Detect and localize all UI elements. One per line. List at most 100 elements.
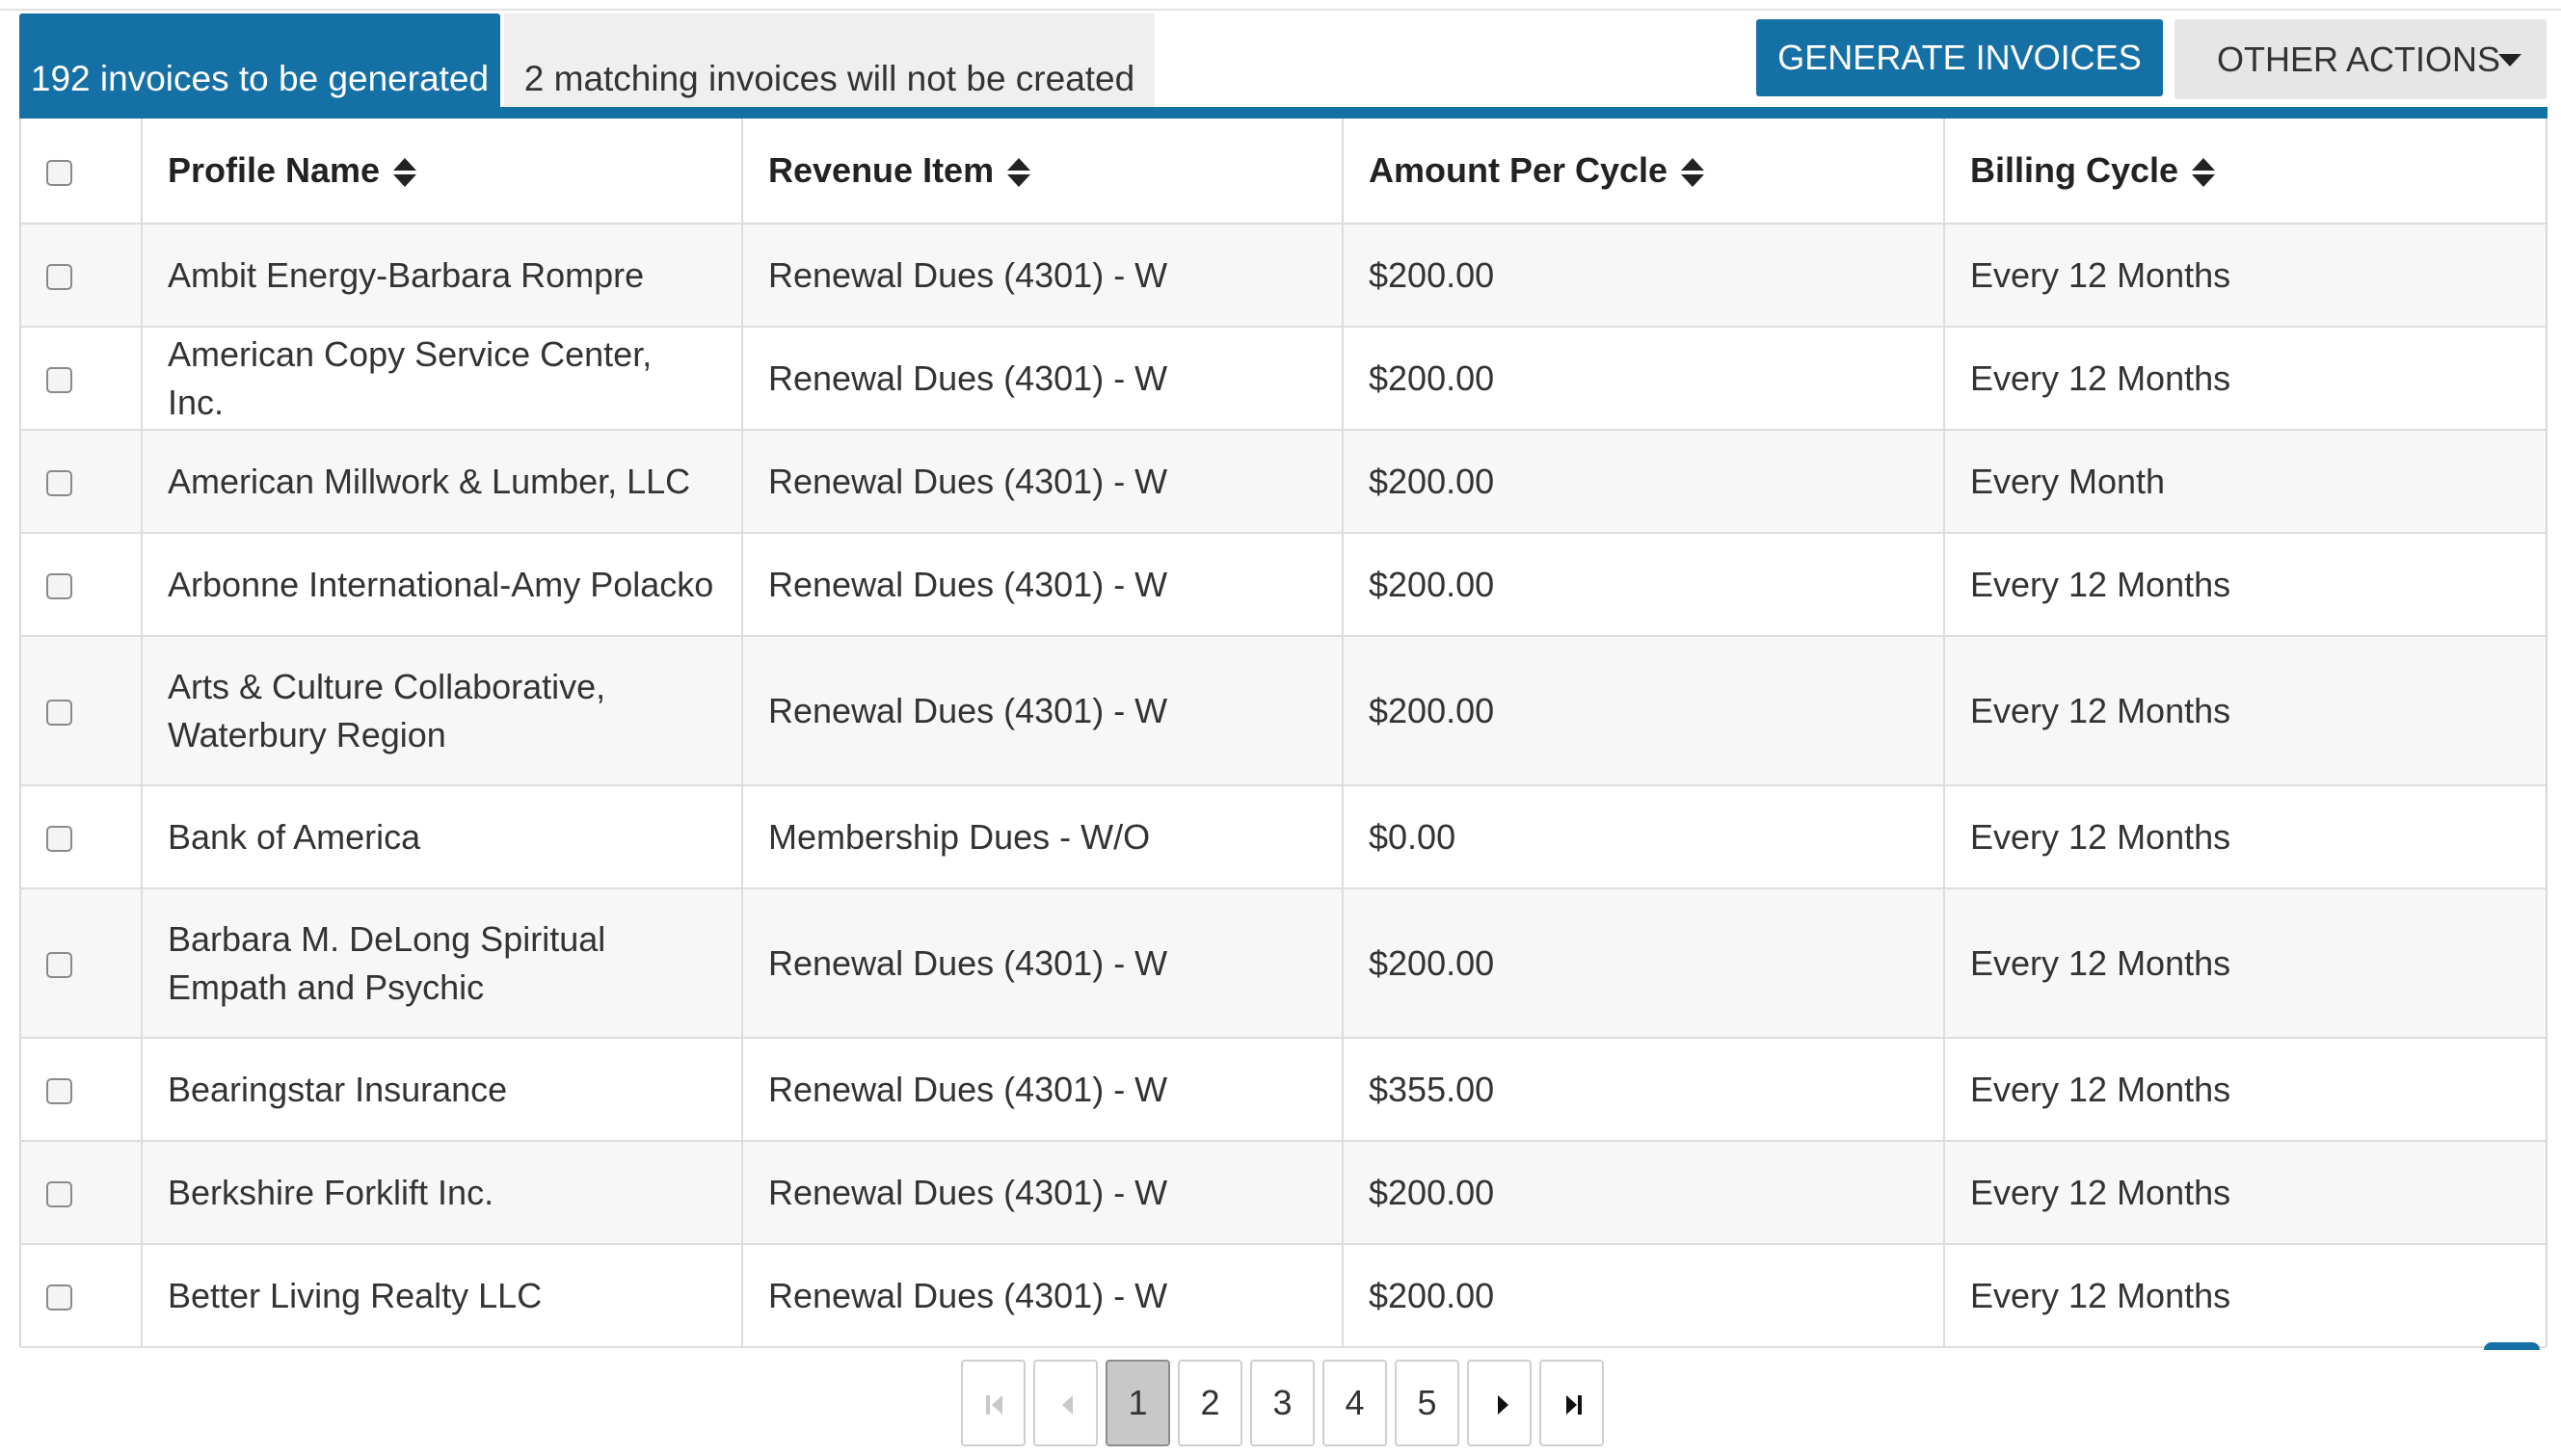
billing-cycle-cell: Every 12 Months [1944, 888, 2546, 1039]
revenue-item-cell: Renewal Dues (4301) - W [742, 224, 1344, 328]
billing-cycle-cell: Every 12 Months [1944, 1038, 2546, 1142]
tab-to-be-generated[interactable]: 192 invoices to be generated [19, 13, 500, 118]
row-checkbox[interactable] [46, 470, 72, 497]
tab-to-be-generated-label: 192 invoices to be generated [30, 59, 490, 98]
billing-cycle-cell: Every 12 Months [1944, 327, 2546, 431]
page-button-2[interactable]: 2 [1178, 1360, 1242, 1446]
table-row: Bank of America Membership Dues - W/O $0… [21, 785, 2546, 889]
billing-cycle-cell: Every 12 Months [1944, 636, 2546, 786]
revenue-item-cell: Membership Dues - W/O [742, 785, 1344, 889]
sort-icon[interactable] [1681, 157, 1705, 188]
table-row: Arbonne International-Amy Polacko Renewa… [21, 533, 2546, 637]
first-page-arrow [992, 1395, 1002, 1415]
last-page-icon [1566, 1395, 1577, 1415]
table-row: Better Living Realty LLC Renewal Dues (4… [21, 1244, 2546, 1348]
amount-cell: $200.00 [1343, 1141, 1945, 1245]
amount-cell: $200.00 [1343, 1244, 1945, 1348]
next-page-button[interactable] [1467, 1360, 1532, 1446]
row-checkbox[interactable] [46, 1078, 72, 1105]
scroll-to-top-tab[interactable] [2484, 1342, 2540, 1350]
other-actions-dropdown[interactable]: OTHER ACTIONS [2174, 19, 2547, 99]
billing-cycle-cell: Every Month [1944, 430, 2546, 534]
next-page-icon [1498, 1395, 1508, 1415]
sort-icon[interactable] [2192, 157, 2216, 188]
column-header-revenue-item[interactable]: Revenue Item [742, 119, 1344, 225]
top-divider [0, 0, 2561, 11]
row-checkbox[interactable] [46, 264, 72, 291]
table-row: American Millwork & Lumber, LLC Renewal … [21, 430, 2546, 534]
last-page-button[interactable] [1539, 1360, 1604, 1446]
row-select-cell [21, 430, 143, 534]
page-button-4[interactable]: 4 [1322, 1360, 1387, 1446]
table-header-row: Profile Name Revenue Item Amount Per Cyc… [21, 119, 2546, 225]
billing-cycle-cell: Every 12 Months [1944, 1141, 2546, 1245]
amount-cell: $200.00 [1343, 327, 1945, 431]
last-page-bar [1578, 1395, 1582, 1415]
generate-invoices-button[interactable]: GENERATE INVOICES → [1756, 19, 2163, 154]
profile-name-cell: Arts & Culture Collaborative, Waterbury … [142, 636, 743, 786]
revenue-item-cell: Renewal Dues (4301) - W [742, 888, 1344, 1039]
revenue-item-cell: Renewal Dues (4301) - W [742, 1038, 1344, 1142]
row-select-cell [21, 224, 143, 328]
column-header-label: Revenue Item [768, 150, 995, 190]
row-select-cell [21, 327, 143, 431]
table-row: American Copy Service Center, Inc. Renew… [21, 327, 2546, 431]
row-checkbox[interactable] [46, 826, 72, 853]
tab-not-created[interactable]: 2 matching invoices will not be created [504, 13, 1155, 118]
amount-cell: $200.00 [1343, 636, 1945, 786]
page-button-3[interactable]: 3 [1250, 1360, 1315, 1446]
row-checkbox[interactable] [46, 1284, 72, 1311]
row-checkbox[interactable] [46, 700, 72, 727]
prev-page-button[interactable] [1033, 1360, 1098, 1446]
tab-underline [19, 107, 2548, 119]
billing-cycle-cell: Every 12 Months [1944, 533, 2546, 637]
row-checkbox[interactable] [46, 367, 72, 394]
first-page-icon [986, 1395, 990, 1415]
amount-cell: $200.00 [1343, 888, 1945, 1039]
row-select-cell [21, 636, 143, 786]
row-select-cell [21, 1244, 143, 1348]
pagination: 1 2 3 4 5 [961, 1360, 1607, 1446]
row-select-cell [21, 1141, 143, 1245]
profile-name-cell: Ambit Energy-Barbara Rompre [142, 224, 743, 328]
row-checkbox[interactable] [46, 1181, 72, 1208]
table-row: Berkshire Forklift Inc. Renewal Dues (43… [21, 1141, 2546, 1245]
row-select-cell [21, 888, 143, 1039]
column-header-label: Amount Per Cycle [1369, 150, 1668, 190]
profile-name-cell: Barbara M. DeLong Spiritual Empath and P… [142, 888, 743, 1039]
billing-cycle-cell: Every 12 Months [1944, 224, 2546, 328]
column-header-amount-per-cycle[interactable]: Amount Per Cycle [1343, 119, 1945, 225]
row-checkbox[interactable] [46, 952, 72, 979]
invoice-tabs: 192 invoices to be generated 2 matching … [19, 11, 2548, 119]
table-row: Ambit Energy-Barbara Rompre Renewal Dues… [21, 224, 2546, 328]
table-row: Arts & Culture Collaborative, Waterbury … [21, 636, 2546, 786]
column-header-label: Profile Name [168, 150, 381, 190]
first-page-button[interactable] [961, 1360, 1026, 1446]
page-button-1[interactable]: 1 [1106, 1360, 1170, 1446]
profile-name-cell: Berkshire Forklift Inc. [142, 1141, 743, 1245]
page-button-5[interactable]: 5 [1395, 1360, 1459, 1446]
caret-down-icon [2498, 54, 2521, 66]
billing-cycle-cell: Every 12 Months [1944, 1244, 2546, 1348]
amount-cell: $0.00 [1343, 785, 1945, 889]
column-header-profile-name[interactable]: Profile Name [142, 119, 743, 225]
select-all-checkbox[interactable] [46, 159, 72, 186]
prev-page-icon [1062, 1395, 1073, 1415]
amount-cell: $200.00 [1343, 430, 1945, 534]
revenue-item-cell: Renewal Dues (4301) - W [742, 636, 1344, 786]
tab-not-created-label: 2 matching invoices will not be created [523, 59, 1135, 98]
invoice-table: Profile Name Revenue Item Amount Per Cyc… [19, 119, 2548, 1348]
revenue-item-cell: Renewal Dues (4301) - W [742, 327, 1344, 431]
profile-name-cell: Bank of America [142, 785, 743, 889]
amount-cell: $355.00 [1343, 1038, 1945, 1142]
sort-icon[interactable] [1007, 157, 1031, 188]
row-checkbox[interactable] [46, 573, 72, 600]
profile-name-cell: American Copy Service Center, Inc. [142, 327, 743, 431]
billing-cycle-cell: Every 12 Months [1944, 785, 2546, 889]
profile-name-cell: Arbonne International-Amy Polacko [142, 533, 743, 637]
select-all-cell [21, 119, 143, 225]
column-header-billing-cycle[interactable]: Billing Cycle [1944, 119, 2546, 225]
sort-icon[interactable] [393, 157, 417, 188]
profile-name-cell: American Millwork & Lumber, LLC [142, 430, 743, 534]
profile-name-cell: Better Living Realty LLC [142, 1244, 743, 1348]
